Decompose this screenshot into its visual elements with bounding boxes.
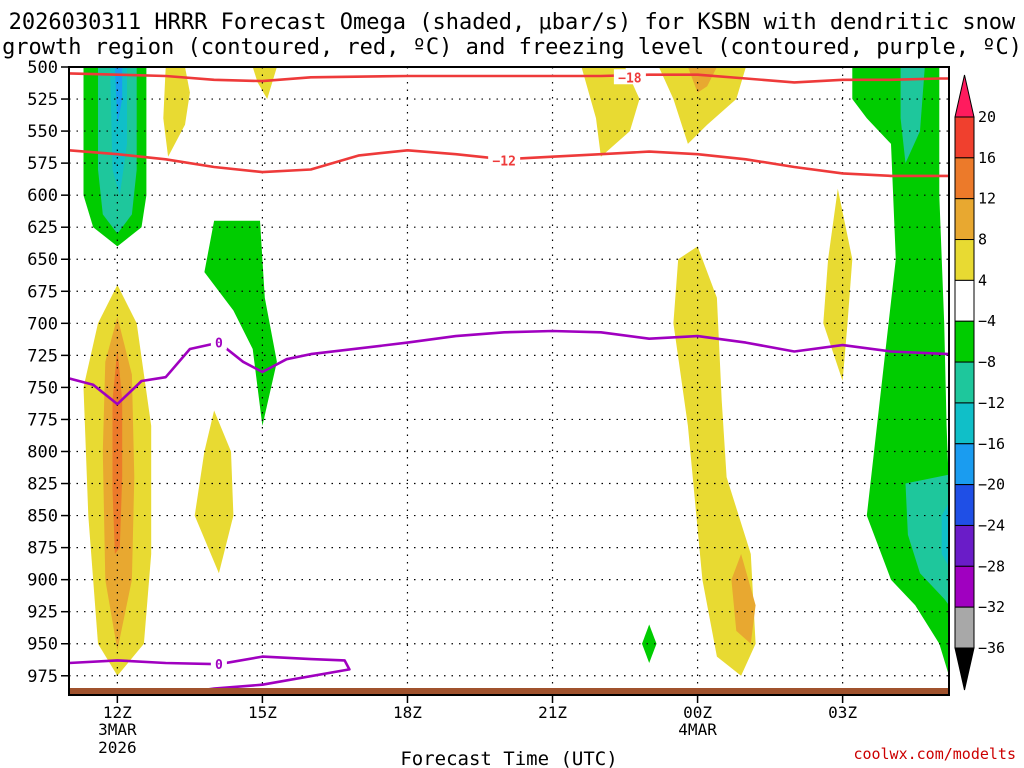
y-tick-label-575: 575	[27, 154, 58, 174]
dgz-minus-12-label: −12	[492, 155, 515, 170]
colorbar-level--4: −4	[978, 312, 996, 330]
omega-region-4	[163, 67, 190, 157]
dgz-minus-18-label: −18	[618, 71, 642, 86]
y-tick-label-550: 550	[27, 122, 58, 142]
x-tick-label-12Z: 12Z	[103, 703, 132, 722]
chart-title-line2: growth region (contoured, red, ºC) and f…	[2, 35, 1022, 60]
colorbar-box-2	[954, 198, 975, 241]
y-tick-label-925: 925	[27, 603, 58, 623]
colorbar-level-20: 20	[978, 108, 996, 126]
y-tick-label-525: 525	[27, 90, 58, 110]
y-tick-label-975: 975	[27, 667, 58, 687]
ground-terrain-strip	[69, 688, 949, 695]
y-tick-label-775: 775	[27, 410, 58, 430]
freezing-level-upper	[68, 329, 950, 406]
colorbar-box-10	[954, 524, 975, 567]
plot-frame	[68, 66, 950, 696]
x-tick-date-12Z: 3MAR	[98, 720, 137, 739]
colorbar-level--8: −8	[978, 353, 996, 371]
colorbar-box-3	[954, 239, 975, 281]
colorbar-bottom-triangle	[954, 647, 975, 691]
y-tick-label-700: 700	[27, 314, 58, 334]
y-tick-label-800: 800	[27, 442, 58, 462]
y-axis-pressure: 500 525 550 575 600 625 650 675 700 725 750 775 800 8…	[27, 58, 69, 687]
omega-region-17	[642, 624, 657, 663]
freezing-level-lower-label: 0	[215, 658, 223, 673]
y-tick-label-600: 600	[27, 186, 58, 206]
freezing-level-upper-label: 0	[215, 337, 223, 352]
dgz-minus-12-label-bg	[488, 152, 521, 168]
colorbar-level--24: −24	[978, 516, 1005, 534]
colorbar-box-8	[954, 443, 975, 486]
colorbar-level--12: −12	[978, 394, 1005, 412]
credit-text: coolwx.com/modelts	[853, 745, 1016, 763]
x-tick-year-12Z: 2026	[98, 738, 137, 757]
colorbar-box-7	[954, 402, 975, 445]
omega-region-21	[941, 502, 949, 567]
colorbar-level--20: −20	[978, 476, 1005, 494]
colorbar-level-8: 8	[978, 231, 987, 249]
dgz-minus-18-label-bg	[613, 69, 646, 85]
y-tick-label-500: 500	[27, 58, 58, 78]
freezing-level-upper-label-bg	[210, 334, 227, 350]
omega-colorbar: 20 16 12 8 4 −4 −8 −12 −16 −20 −24 −28 −32 −36	[954, 74, 1005, 691]
colorbar-box-4	[954, 279, 975, 322]
colorbar-box-6	[954, 361, 975, 404]
colorbar-level-4: 4	[978, 271, 987, 289]
y-tick-label-625: 625	[27, 218, 58, 238]
plot-background	[69, 67, 949, 695]
colorbar-level--32: −32	[978, 598, 1005, 616]
colorbar-level-12: 12	[978, 190, 996, 208]
x-tick-label-21Z: 21Z	[538, 703, 567, 722]
dgz-minus-18	[68, 72, 949, 84]
y-tick-label-950: 950	[27, 635, 58, 655]
y-tick-label-650: 650	[27, 250, 58, 270]
colorbar-box-5	[954, 320, 975, 363]
omega-region-10	[194, 410, 234, 574]
y-tick-label-675: 675	[27, 282, 58, 302]
x-tick-label-15Z: 15Z	[248, 703, 277, 722]
colorbar-top-triangle	[954, 74, 975, 118]
y-tick-label-725: 725	[27, 346, 58, 366]
colorbar-level--28: −28	[978, 557, 1005, 575]
x-tick-label-03Z: 03Z	[828, 703, 857, 722]
colorbar-level-16: 16	[978, 149, 996, 167]
omega-region-16	[823, 188, 853, 381]
x-tick-date-00Z: 4MAR	[678, 720, 717, 739]
colorbar-box-0	[954, 116, 975, 159]
colorbar-box-1	[954, 157, 975, 200]
omega-region-11	[581, 67, 640, 157]
omega-region-6	[204, 220, 277, 426]
y-tick-label-825: 825	[27, 475, 58, 495]
colorbar-level--36: −36	[978, 639, 1005, 657]
chart-title-line1: 2026030311 HRRR Forecast Omega (shaded, …	[9, 10, 1016, 35]
y-tick-label-900: 900	[27, 571, 58, 591]
omega-region-12	[658, 67, 746, 144]
colorbar-box-12	[954, 606, 975, 649]
colorbar-box-11	[954, 565, 975, 608]
x-axis-label: Forecast Time (UTC)	[400, 748, 617, 768]
y-tick-label-875: 875	[27, 539, 58, 559]
y-tick-label-750: 750	[27, 378, 58, 398]
omega-region-3	[114, 67, 123, 125]
y-tick-label-850: 850	[27, 507, 58, 527]
freezing-level-lower	[68, 655, 351, 692]
omega-region-19	[900, 67, 925, 164]
omega-region-5	[252, 67, 277, 99]
omega-region-14	[673, 246, 756, 676]
colorbar-box-9	[954, 484, 975, 526]
temperature-contours: −18 −12 0 0	[68, 69, 950, 692]
x-tick-label-00Z: 00Z	[683, 703, 712, 722]
omega-region-15	[731, 554, 756, 644]
x-tick-label-18Z: 18Z	[393, 703, 422, 722]
freezing-level-lower-label-bg	[210, 656, 227, 672]
colorbar-level--16: −16	[978, 435, 1005, 453]
omega-region-20	[905, 474, 949, 606]
